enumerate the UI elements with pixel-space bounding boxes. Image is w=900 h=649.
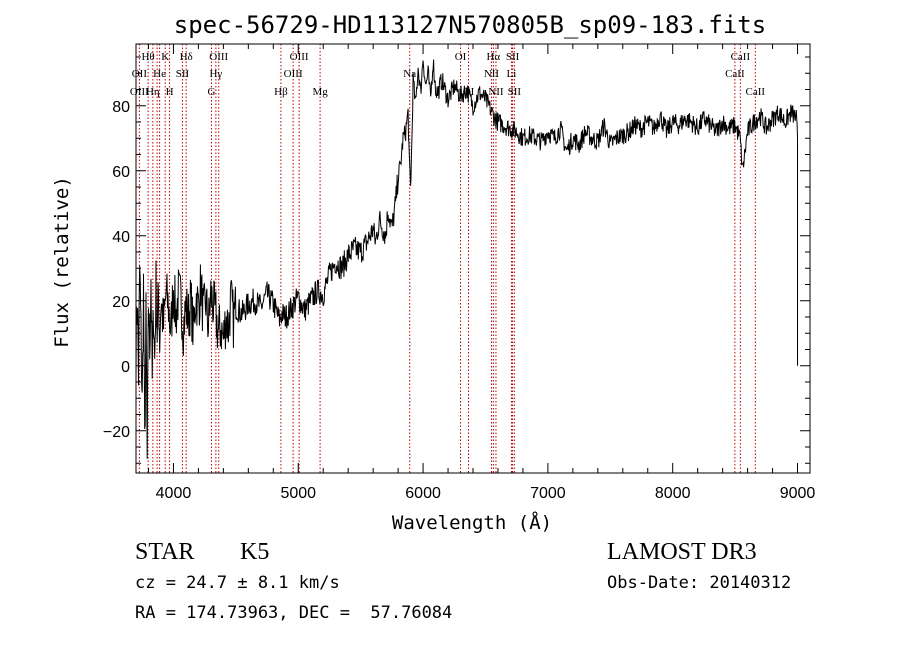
line-label: OIII xyxy=(290,51,309,63)
y-tick-label: 80 xyxy=(112,99,130,116)
x-tick-label: 5000 xyxy=(280,485,316,502)
chart-title: spec-56729-HD113127N570805B_sp09-183.fit… xyxy=(174,11,766,39)
object-class: STAR xyxy=(135,539,195,565)
line-label: K xyxy=(161,51,169,63)
object-subclass: K5 xyxy=(240,539,270,565)
y-tick-label: −20 xyxy=(103,424,130,441)
x-tick-label: 8000 xyxy=(655,485,691,502)
line-label: Hη xyxy=(146,86,160,98)
line-label: Hθ xyxy=(141,51,154,63)
line-label: OIII xyxy=(284,68,303,80)
observation-date: Obs-Date: 20140312 xyxy=(607,573,792,593)
y-tick-label: 20 xyxy=(112,294,130,311)
y-axis-label: Flux (relative) xyxy=(51,176,73,348)
line-label: Na xyxy=(403,68,416,80)
axis-ticks: 4000 5000 6000 7000 8000 9000 −20 0 20 40 60 80 xyxy=(103,44,816,502)
spectrum-line xyxy=(135,59,798,459)
x-axis-label: Wavelength (Å) xyxy=(392,511,552,534)
x-tick-label: 9000 xyxy=(780,485,816,502)
x-tick-label: 6000 xyxy=(405,485,441,502)
line-label: SII xyxy=(176,68,190,80)
line-label: Hβ xyxy=(274,86,288,98)
emission-line-markers xyxy=(138,44,756,473)
x-tick-label: 7000 xyxy=(530,485,566,502)
line-labels: Hθ OII OIII K He Hη H Hδ SII OIII Hγ G OIII OIII Hβ Mg N… xyxy=(130,51,766,98)
line-label: OII xyxy=(132,68,148,80)
line-label: CaII xyxy=(725,68,745,80)
coordinates: RA = 174.73963, DEC = 57.76084 xyxy=(135,603,453,623)
line-label: Hγ xyxy=(209,68,222,80)
line-label: Li xyxy=(507,68,517,80)
line-label: Hδ xyxy=(180,51,193,63)
line-label: Mg xyxy=(312,86,328,98)
y-tick-label: 60 xyxy=(112,164,130,181)
line-label: H xyxy=(166,86,174,98)
x-tick-label: 4000 xyxy=(156,485,192,502)
line-label: OIII xyxy=(209,51,228,63)
line-label: Hα xyxy=(486,51,500,63)
line-label: CaII xyxy=(746,86,766,98)
line-label: NII xyxy=(488,86,504,98)
y-tick-label: 40 xyxy=(112,229,130,246)
line-label: OI xyxy=(455,51,467,63)
line-label: He xyxy=(153,68,166,80)
line-label: SII xyxy=(508,86,522,98)
line-label: G xyxy=(208,86,216,98)
survey-name: LAMOST DR3 xyxy=(607,539,757,565)
line-label: NII xyxy=(484,68,500,80)
plot-area xyxy=(135,59,799,459)
line-label: SII xyxy=(506,51,520,63)
y-tick-label: 0 xyxy=(121,359,130,376)
line-label: OIII xyxy=(130,86,149,98)
line-label: CaII xyxy=(731,51,751,63)
redshift-velocity: cz = 24.7 ± 8.1 km/s xyxy=(135,573,340,593)
